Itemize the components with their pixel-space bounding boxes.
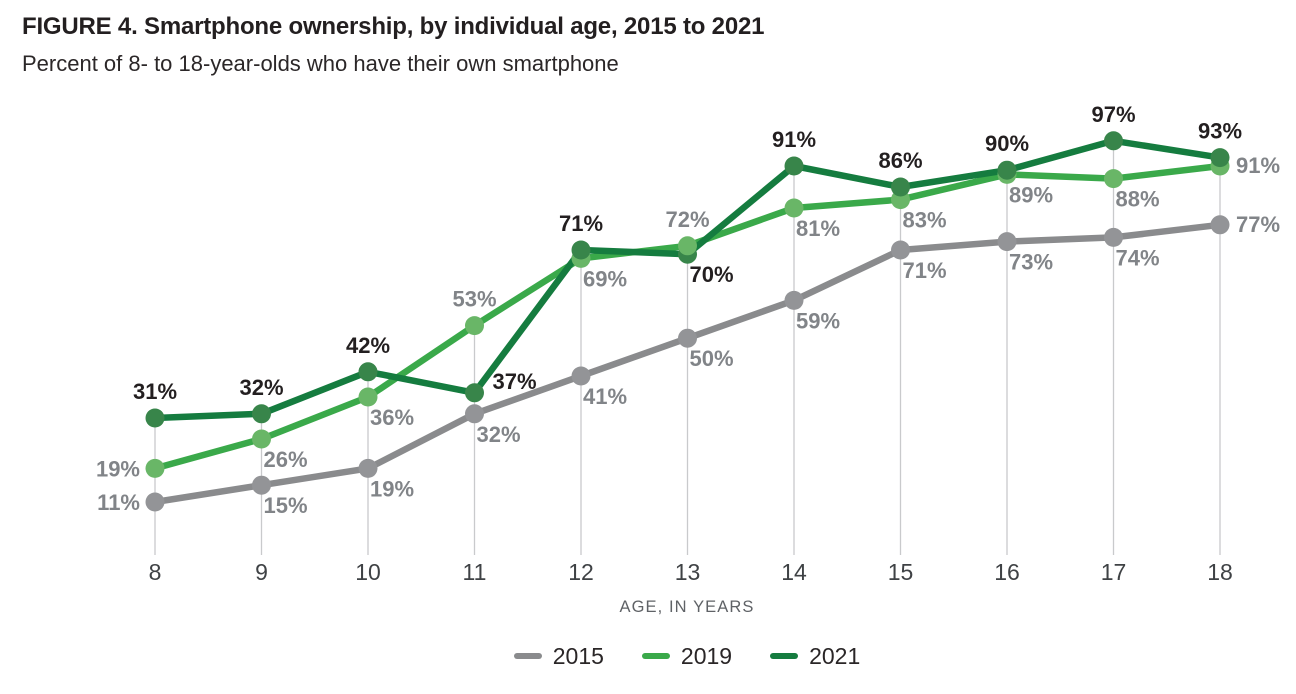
point-label-2015-age-12: 41% [583, 384, 627, 409]
legend-label-2021: 2021 [809, 642, 861, 669]
data-point-2021-age-18 [1210, 148, 1230, 168]
point-label-2015-age-10: 19% [370, 476, 414, 501]
point-label-2021-age-15: 86% [878, 148, 922, 173]
data-point-2015-age-16 [997, 232, 1017, 252]
line-chart: 11% 15% 19% 32% 41% 50% 59% 71% 73% 74% 77% 19% 26% 3… [96, 102, 1280, 585]
data-point-2019-age-11 [465, 316, 484, 336]
data-point-2019-age-17 [1104, 169, 1123, 189]
point-label-2015-age-8: 11% [97, 490, 140, 515]
data-point-2019-age-9 [252, 429, 271, 449]
point-label-2019-age-12: 69% [583, 266, 627, 291]
point-label-2015-age-16: 73% [1009, 250, 1053, 275]
data-point-2015-age-13 [678, 328, 697, 348]
data-point-2015-age-9 [252, 475, 271, 495]
point-label-2021-age-17: 97% [1091, 102, 1135, 127]
x-tick-label-11: 11 [463, 559, 487, 585]
legend-item-2015: 2015 [513, 642, 604, 670]
x-tick-label-16: 16 [994, 559, 1020, 585]
data-point-2015-age-8 [145, 492, 165, 512]
legend-label-2019: 2019 [680, 642, 733, 669]
x-tick-label-8: 8 [149, 559, 162, 585]
point-label-2021-age-13: 70% [689, 262, 733, 287]
point-label-2015-age-15: 71% [902, 258, 946, 283]
point-label-2019-age-10: 36% [370, 405, 414, 430]
x-tick-label-18: 18 [1207, 559, 1233, 585]
point-label-2015-age-18: 77% [1236, 212, 1280, 237]
x-tick-label-12: 12 [568, 559, 594, 585]
data-point-2021-age-11 [465, 383, 484, 403]
x-tick-label-14: 14 [781, 559, 807, 585]
x-tick-label-17: 17 [1101, 559, 1127, 585]
point-label-2015-age-11: 32% [476, 422, 520, 447]
data-point-2015-age-17 [1104, 227, 1123, 247]
data-point-2019-age-13 [678, 236, 697, 256]
point-label-2019-age-14: 81% [796, 216, 840, 241]
x-tick-label-15: 15 [888, 559, 914, 585]
point-label-2021-age-10: 42% [346, 333, 390, 358]
point-label-2019-age-13: 72% [665, 207, 709, 232]
data-point-2019-age-10 [358, 387, 378, 407]
data-point-2015-age-18 [1210, 215, 1230, 235]
point-label-2021-age-8: 31% [133, 379, 177, 404]
point-label-2021-age-12: 71% [559, 211, 603, 236]
point-label-2021-age-18: 93% [1198, 119, 1242, 144]
point-label-2015-age-9: 15% [263, 493, 307, 518]
point-label-2015-age-17: 74% [1115, 245, 1159, 270]
data-point-2015-age-12 [571, 366, 591, 386]
point-label-2019-age-8: 19% [96, 456, 140, 481]
data-point-2021-age-15 [891, 177, 910, 197]
x-tick-label-10: 10 [355, 559, 381, 585]
data-point-2015-age-14 [784, 290, 804, 310]
point-label-2021-age-16: 90% [985, 131, 1029, 156]
figure-subtitle: Percent of 8- to 18-year-olds who have t… [22, 51, 619, 76]
data-point-2015-age-10 [358, 458, 378, 478]
data-point-2021-age-12 [571, 240, 591, 260]
point-label-2019-age-17: 88% [1115, 187, 1159, 212]
point-label-2019-age-11: 53% [452, 287, 496, 312]
x-axis-title: AGE, IN YEARS [619, 598, 755, 616]
data-point-2021-age-9 [252, 404, 271, 424]
data-point-2021-age-10 [358, 362, 378, 382]
legend-label-2015: 2015 [552, 642, 604, 669]
point-label-2019-age-15: 83% [902, 208, 946, 233]
data-point-2021-age-14 [784, 156, 804, 176]
chart-legend: 2015 2019 2021 [39, 640, 1296, 672]
point-label-2019-age-18: 91% [1236, 153, 1280, 178]
point-label-2021-age-9: 32% [239, 375, 283, 400]
point-label-2019-age-9: 26% [263, 447, 307, 472]
data-point-2021-age-8 [145, 408, 165, 428]
point-label-2021-age-14: 91% [772, 127, 816, 152]
legend-swatch-2021-icon [770, 653, 799, 659]
data-point-2015-age-11 [465, 404, 484, 424]
point-label-2019-age-16: 89% [1009, 182, 1053, 207]
data-point-2019-age-14 [784, 198, 804, 218]
data-point-2015-age-15 [891, 240, 910, 260]
x-tick-label-9: 9 [255, 559, 268, 585]
data-point-2021-age-16 [997, 160, 1017, 180]
legend-swatch-2019-icon [641, 653, 670, 659]
legend-item-2021: 2021 [770, 643, 860, 670]
x-tick-label-13: 13 [675, 559, 701, 585]
legend-item-2019: 2019 [641, 642, 733, 670]
figure-title: FIGURE 4. Smartphone ownership, by indiv… [22, 13, 765, 40]
data-point-2019-age-8 [145, 458, 165, 478]
data-point-2021-age-17 [1104, 131, 1123, 151]
point-label-2015-age-14: 59% [796, 308, 840, 333]
point-label-2015-age-13: 50% [689, 346, 733, 371]
point-label-2021-age-11: 37% [493, 369, 537, 394]
legend-swatch-2015-icon [513, 653, 542, 659]
